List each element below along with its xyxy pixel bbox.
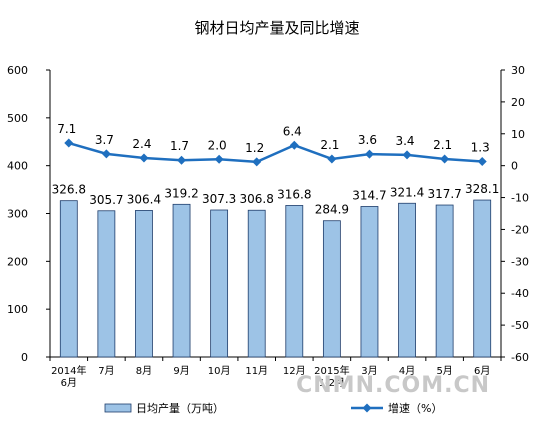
bar-value-label: 316.8 <box>277 187 311 201</box>
line-value-label: 1.2 <box>245 141 264 155</box>
line-value-label: 3.4 <box>395 134 414 148</box>
x-tick-label: 9月 <box>173 365 189 377</box>
line-value-label: 2.1 <box>320 138 339 152</box>
x-tick-label: 2015年 1-2月 <box>314 364 349 389</box>
bar-value-label: 306.8 <box>240 192 274 206</box>
y-right-tick-label: -60 <box>511 351 529 364</box>
x-tick-label: 6月 <box>474 365 490 377</box>
x-tick-label: 4月 <box>399 365 415 377</box>
line-value-label: 7.1 <box>57 122 76 136</box>
y-right-tick-label: 0 <box>511 160 518 173</box>
y-left-tick-label: 200 <box>7 255 28 268</box>
y-right-tick-label: -50 <box>511 319 529 332</box>
y-left-tick-label: 500 <box>7 112 28 125</box>
y-right-tick-label: -10 <box>511 192 529 205</box>
bar <box>210 209 229 358</box>
x-tick-label: 5月 <box>436 365 452 377</box>
bar <box>135 210 153 358</box>
y-left-tick-label: 0 <box>21 351 28 364</box>
y-right-tick-label: -30 <box>511 255 529 268</box>
bar <box>97 210 116 358</box>
y-right-tick-label: -20 <box>511 223 529 236</box>
line-point-marker <box>101 149 111 159</box>
bar <box>247 209 266 358</box>
legend-line-marker <box>362 403 372 413</box>
y-left-tick-label: 400 <box>7 160 28 173</box>
line-value-label: 1.7 <box>170 139 189 153</box>
bar <box>285 205 304 358</box>
bar <box>435 204 454 358</box>
bar <box>322 220 341 358</box>
bar-value-label: 307.3 <box>202 192 236 206</box>
y-left-tick-label: 100 <box>7 303 28 316</box>
y-right-tick-label: 30 <box>511 64 525 77</box>
line-value-label: 2.1 <box>433 138 452 152</box>
line-value-label: 6.4 <box>283 124 302 138</box>
y-right-tick-label: 20 <box>511 96 525 109</box>
line-series <box>64 138 487 167</box>
bar <box>360 206 379 358</box>
line-point-marker <box>402 150 412 160</box>
chart-title: 钢材日均产量及同比增速 <box>194 19 359 37</box>
y-left-tick-label: 300 <box>7 208 28 221</box>
bar-value-label: 326.8 <box>52 183 86 197</box>
line-point-marker <box>177 155 187 165</box>
line-value-label: 3.7 <box>95 133 114 147</box>
line-point-marker <box>139 153 149 163</box>
bar <box>473 199 492 358</box>
line-point-marker <box>289 140 299 150</box>
line-value-label: 3.6 <box>358 133 377 147</box>
watermark: CNMN.COM.CN <box>296 373 490 398</box>
axes: 0 100 200 300 400 500 600 -60 -50 -40 -30 -20 -10 0 10… <box>7 64 529 389</box>
line-point-marker <box>327 154 337 164</box>
y-right-tick-label: -40 <box>511 287 529 300</box>
growth-line <box>68 141 483 164</box>
line-point-marker <box>440 154 450 164</box>
line-value-label: 1.3 <box>471 141 490 155</box>
legend-line-label: 增速（%） <box>388 401 442 415</box>
x-tick-label: 10月 <box>208 365 231 377</box>
line-point-marker <box>364 149 374 159</box>
line-point-marker <box>64 138 74 148</box>
bar-value-label: 319.2 <box>164 186 198 200</box>
bar-value-label: 306.4 <box>127 192 161 206</box>
line-value-label: 2.0 <box>208 138 227 152</box>
bar <box>398 202 416 358</box>
legend: 日均产量（万吨） 增速（%） <box>104 401 442 415</box>
legend-bar-swatch <box>104 403 132 413</box>
line-point-marker <box>214 154 224 164</box>
bar-value-label: 321.4 <box>390 185 424 199</box>
line-value-label: 2.4 <box>132 137 151 151</box>
bar-value-label: 314.7 <box>352 188 386 202</box>
x-tick-label: 3月 <box>361 365 377 377</box>
bar-value-label: 305.7 <box>89 193 123 207</box>
line-point-marker <box>477 157 487 167</box>
x-tick-label: 7月 <box>98 365 114 377</box>
bar-value-label: 284.9 <box>315 203 349 217</box>
bar-value-label: 317.7 <box>427 187 461 201</box>
x-tick-label: 11月 <box>245 365 268 377</box>
x-tick-label: 2014年 6月 <box>51 364 86 389</box>
bar-value-label: 328.1 <box>465 182 499 196</box>
bar-series <box>59 199 492 358</box>
x-tick-label: 8月 <box>136 365 152 377</box>
line-point-marker <box>252 157 262 167</box>
y-right-tick-label: 10 <box>511 128 525 141</box>
bar <box>59 200 78 358</box>
legend-bar-label: 日均产量（万吨） <box>136 401 224 415</box>
y-left-tick-label: 600 <box>7 64 28 77</box>
bar <box>172 203 191 358</box>
x-tick-label: 12月 <box>283 365 306 377</box>
